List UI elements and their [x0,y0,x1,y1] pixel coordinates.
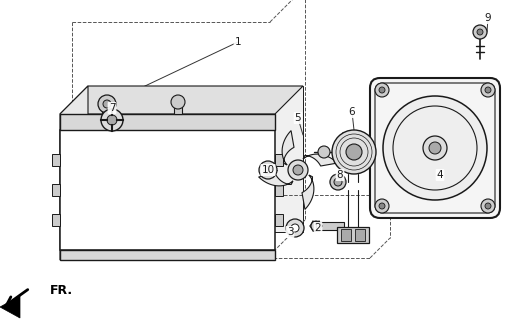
Circle shape [375,83,389,97]
Bar [275,184,283,196]
Text: 4: 4 [436,170,443,180]
Bar [275,154,283,166]
Circle shape [379,87,385,93]
Bar [52,214,60,226]
Circle shape [332,130,376,174]
Bar [52,184,60,196]
Polygon shape [303,154,337,166]
Text: 2: 2 [315,223,321,233]
Circle shape [383,96,487,200]
Bar [60,250,275,260]
Circle shape [375,199,389,213]
Circle shape [423,136,447,160]
Bar [355,229,365,241]
Circle shape [103,100,111,108]
Circle shape [293,165,303,175]
Circle shape [259,161,277,179]
Circle shape [107,115,117,125]
Bar [341,229,351,241]
Bar [88,86,303,232]
Circle shape [334,178,342,186]
Circle shape [101,109,123,131]
Circle shape [473,25,487,39]
Circle shape [379,203,385,209]
Text: 6: 6 [349,107,356,117]
Bar [174,102,182,114]
Circle shape [330,174,346,190]
Circle shape [318,146,330,158]
Text: 1: 1 [235,37,241,47]
Polygon shape [0,296,20,318]
Text: 8: 8 [337,170,343,180]
Circle shape [311,221,321,231]
Text: FR.: FR. [50,284,73,298]
Text: 9: 9 [485,13,491,23]
Circle shape [481,199,495,213]
Circle shape [485,87,491,93]
Circle shape [286,219,304,237]
Bar [52,154,60,166]
Bar [102,104,112,114]
Text: 5: 5 [295,113,302,123]
Text: 10: 10 [262,165,275,175]
Circle shape [264,166,272,174]
Bar [275,214,283,226]
FancyArrowPatch shape [7,290,28,305]
Bar [316,222,344,230]
Bar [60,130,275,250]
Polygon shape [282,131,294,165]
Circle shape [346,144,362,160]
Circle shape [481,83,495,97]
Text: 7: 7 [108,103,115,113]
Circle shape [429,142,441,154]
Circle shape [288,160,308,180]
Circle shape [477,29,483,35]
Circle shape [171,95,185,109]
Polygon shape [258,174,293,186]
FancyBboxPatch shape [370,78,500,218]
Circle shape [291,224,299,232]
Bar [60,114,275,130]
Polygon shape [60,86,303,114]
Circle shape [485,203,491,209]
Bar [337,227,369,243]
Polygon shape [60,86,88,260]
Polygon shape [302,175,314,209]
Text: 3: 3 [286,227,293,237]
Circle shape [98,95,116,113]
